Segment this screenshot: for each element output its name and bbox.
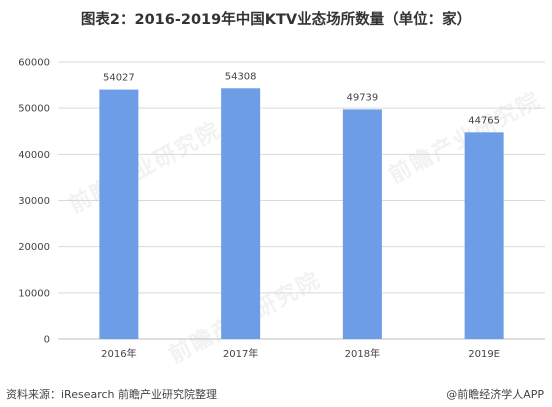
y-tick-label: 50000	[18, 104, 50, 115]
y-tick-label: 30000	[18, 196, 50, 207]
bar	[99, 89, 139, 339]
y-axis-ticks: 0 10000 20000 30000 40000 50000 60000	[18, 58, 50, 346]
x-tick-label: 2018年	[345, 347, 380, 360]
data-label: 49739	[346, 92, 378, 103]
bar	[342, 109, 382, 340]
bar-chart: 0 10000 20000 30000 40000 50000 60000 54027 543…	[18, 58, 545, 360]
data-label: 44765	[468, 115, 500, 126]
y-tick-label: 0	[44, 335, 50, 346]
bar	[464, 132, 504, 339]
y-tick-label: 10000	[18, 288, 50, 299]
data-label: 54027	[103, 73, 135, 84]
bars	[99, 88, 504, 340]
data-labels: 54027 54308 49739 44765	[103, 71, 500, 126]
brand-credit: @前瞻经济学人APP	[446, 388, 544, 401]
y-tick-label: 60000	[18, 58, 50, 69]
y-tick-label: 20000	[18, 242, 50, 253]
x-axis-ticks: 2016年 2017年 2018年 2019E	[101, 347, 500, 360]
chart-title: 图表2：2016-2019年中国KTV业态场所数量（单位：家）	[80, 12, 472, 28]
x-tick-label: 2017年	[223, 347, 258, 360]
source-note: 资料来源：iResearch 前瞻产业研究院整理	[6, 388, 218, 401]
y-tick-label: 40000	[18, 150, 50, 161]
bar	[221, 88, 261, 339]
data-label: 54308	[225, 71, 257, 82]
x-tick-label: 2016年	[101, 347, 136, 360]
footer: 资料来源：iResearch 前瞻产业研究院整理 @前瞻经济学人APP	[0, 386, 552, 407]
gridlines	[58, 61, 545, 340]
x-tick-label: 2019E	[468, 349, 500, 360]
